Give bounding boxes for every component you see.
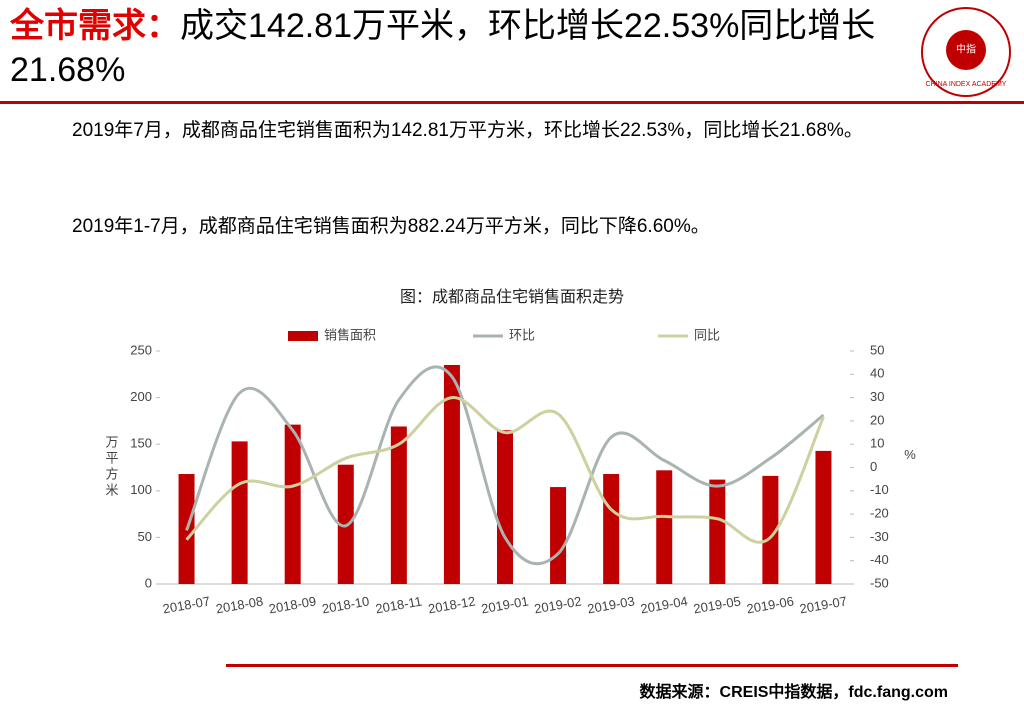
y2-tick-label: -10: [870, 482, 889, 497]
y2-axis-label: %: [904, 447, 916, 462]
logo-mark: [946, 30, 986, 70]
paragraph: 2019年1-7月，成都商品住宅销售面积为882.24万平方米，同比下降6.60…: [72, 216, 710, 237]
legend-label: 同比: [694, 327, 720, 342]
bar: [550, 487, 567, 584]
chart: 图：成都商品住宅销售面积走势 050100150200250-50-40-30-…: [105, 288, 916, 617]
bar: [284, 424, 301, 584]
y2-tick-label: 40: [870, 366, 884, 381]
source: 数据来源：CREIS中指数据，fdc.fang.com: [639, 684, 948, 701]
legend-swatch: [288, 331, 318, 341]
y2-tick-label: 50: [870, 342, 884, 357]
y-axis-label-char: 平: [105, 451, 118, 466]
x-tick-label: 2019-01: [480, 593, 530, 616]
title-rest: 成交142.81万平米，环比增长22.53%同比增长21.68%: [10, 7, 876, 89]
x-tick-label: 2019-06: [745, 593, 795, 616]
bar: [390, 426, 407, 584]
y2-tick-label: 0: [870, 459, 877, 474]
logo: 中指 CHINA INDEX ACADEMY: [921, 7, 1011, 97]
y2-tick-label: -20: [870, 506, 889, 521]
title: 全市需求：成交142.81万平米，环比增长22.53%同比增长21.68%: [10, 4, 910, 92]
x-tick-label: 2018-09: [268, 593, 318, 616]
y-axis-label-char: 方: [105, 467, 118, 482]
y2-tick-label: -40: [870, 552, 889, 567]
bar: [815, 450, 832, 584]
logo-ring: [921, 7, 1011, 97]
y-tick-label: 150: [130, 436, 152, 451]
x-tick-label: 2018-12: [427, 593, 477, 616]
logo-center: 中指: [956, 43, 976, 56]
legend-label: 销售面积: [324, 327, 376, 342]
legend-label: 环比: [509, 327, 535, 342]
x-tick-label: 2018-07: [162, 593, 212, 616]
x-tick-label: 2018-11: [374, 594, 423, 617]
x-tick-label: 2019-05: [692, 593, 742, 616]
bar: [497, 430, 513, 584]
line: [185, 396, 825, 544]
title-prefix: 全市需求：: [10, 7, 180, 45]
logo-text: CHINA INDEX ACADEMY: [926, 81, 1007, 88]
x-tick-label: 2019-03: [586, 593, 636, 616]
bar: [603, 474, 620, 584]
chart-title: 图：成都商品住宅销售面积走势: [400, 288, 624, 306]
source-rule: [226, 664, 958, 667]
x-tick-label: 2019-02: [533, 593, 583, 616]
y-tick-label: 100: [130, 482, 152, 497]
y2-tick-label: 30: [870, 389, 884, 404]
bar: [231, 441, 248, 584]
y-tick-label: 50: [138, 529, 152, 544]
x-tick-label: 2018-10: [321, 593, 371, 616]
y-axis-label-char: 万: [105, 435, 118, 450]
line: [185, 365, 825, 565]
y-tick-label: 0: [145, 575, 152, 590]
paragraph: 2019年7月，成都商品住宅销售面积为142.81万平方米，环比增长22.53%…: [72, 120, 863, 141]
y2-tick-label: 20: [870, 412, 884, 427]
bar: [443, 364, 460, 584]
y-tick-label: 200: [130, 389, 152, 404]
bar: [656, 470, 673, 584]
x-tick-label: 2019-04: [639, 593, 689, 616]
y-tick-label: 250: [130, 342, 152, 357]
bar: [762, 475, 779, 584]
x-tick-label: 2019-07: [798, 593, 848, 616]
y2-tick-label: -30: [870, 529, 889, 544]
x-tick-label: 2018-08: [215, 593, 265, 616]
y2-tick-label: -50: [870, 575, 889, 590]
y-axis-label-char: 米: [105, 483, 118, 498]
title-rule: [0, 101, 1024, 104]
y2-tick-label: 10: [870, 436, 884, 451]
y-axis-label: 万平方米: [105, 435, 118, 498]
bar: [709, 479, 726, 584]
